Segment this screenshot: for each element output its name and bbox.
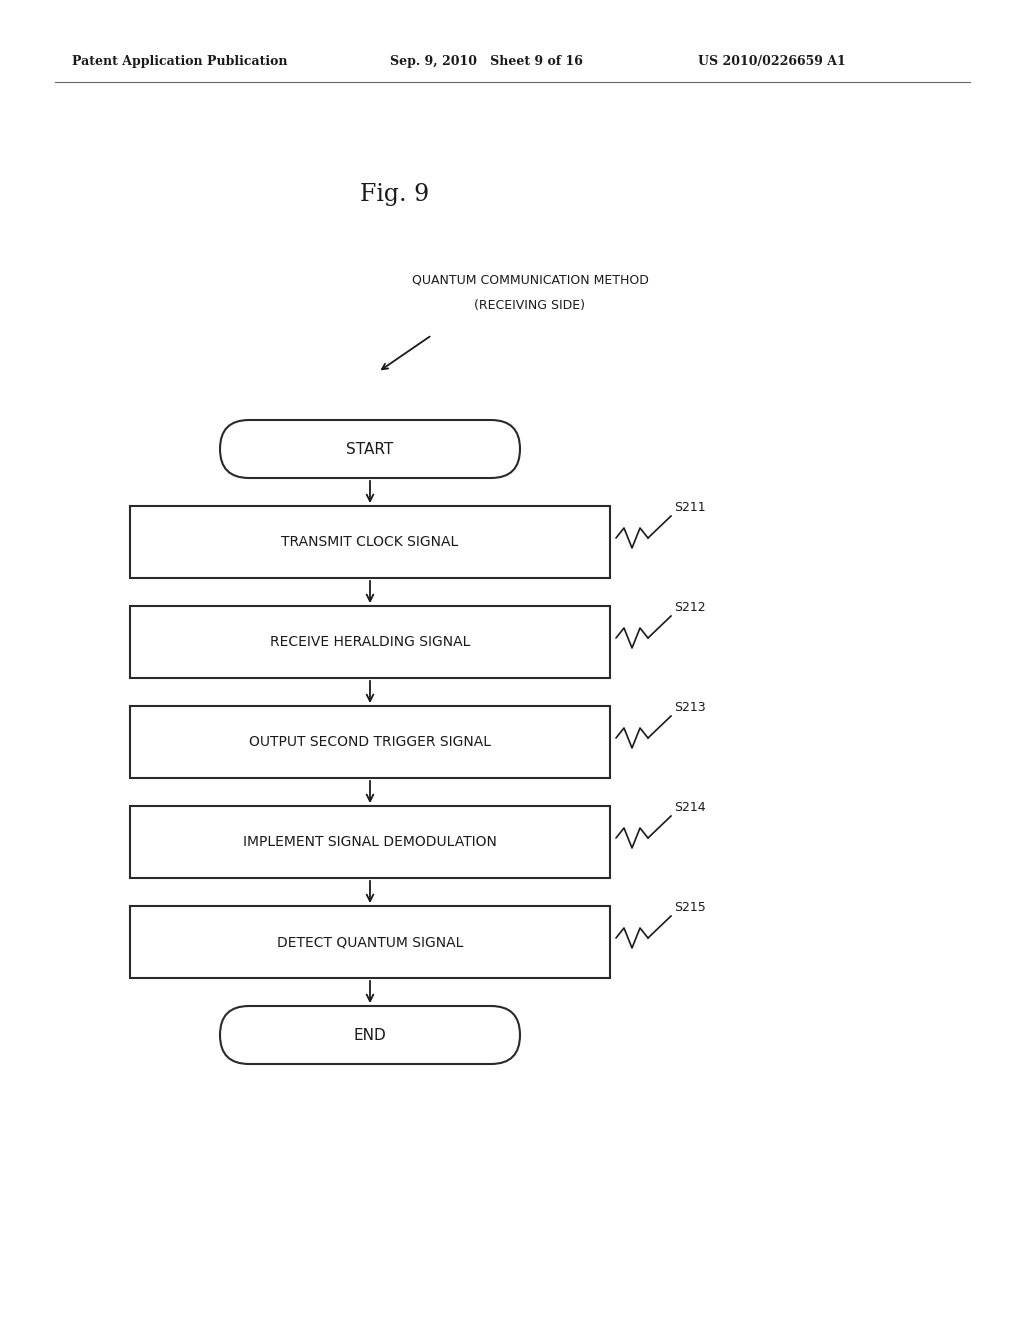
Bar bbox=[130, 706, 610, 777]
Text: DETECT QUANTUM SIGNAL: DETECT QUANTUM SIGNAL bbox=[276, 935, 463, 949]
Text: (RECEIVING SIDE): (RECEIVING SIDE) bbox=[474, 298, 586, 312]
Text: S212: S212 bbox=[674, 601, 706, 614]
Text: S211: S211 bbox=[674, 502, 706, 513]
Text: S215: S215 bbox=[674, 902, 706, 913]
Text: S214: S214 bbox=[674, 801, 706, 814]
Text: RECEIVE HERALDING SIGNAL: RECEIVE HERALDING SIGNAL bbox=[269, 635, 470, 649]
Text: END: END bbox=[353, 1027, 386, 1043]
Bar bbox=[130, 807, 610, 878]
FancyBboxPatch shape bbox=[220, 420, 520, 478]
Text: QUANTUM COMMUNICATION METHOD: QUANTUM COMMUNICATION METHOD bbox=[412, 273, 648, 286]
Text: S213: S213 bbox=[674, 701, 706, 714]
Bar bbox=[130, 606, 610, 678]
Text: START: START bbox=[346, 441, 393, 457]
Text: Sep. 9, 2010   Sheet 9 of 16: Sep. 9, 2010 Sheet 9 of 16 bbox=[390, 55, 583, 69]
Text: US 2010/0226659 A1: US 2010/0226659 A1 bbox=[698, 55, 846, 69]
Text: IMPLEMENT SIGNAL DEMODULATION: IMPLEMENT SIGNAL DEMODULATION bbox=[243, 836, 497, 849]
Text: OUTPUT SECOND TRIGGER SIGNAL: OUTPUT SECOND TRIGGER SIGNAL bbox=[249, 735, 490, 748]
Bar bbox=[130, 906, 610, 978]
FancyBboxPatch shape bbox=[220, 1006, 520, 1064]
Text: Patent Application Publication: Patent Application Publication bbox=[72, 55, 288, 69]
Text: Fig. 9: Fig. 9 bbox=[360, 183, 429, 206]
Bar bbox=[130, 506, 610, 578]
Text: TRANSMIT CLOCK SIGNAL: TRANSMIT CLOCK SIGNAL bbox=[282, 535, 459, 549]
